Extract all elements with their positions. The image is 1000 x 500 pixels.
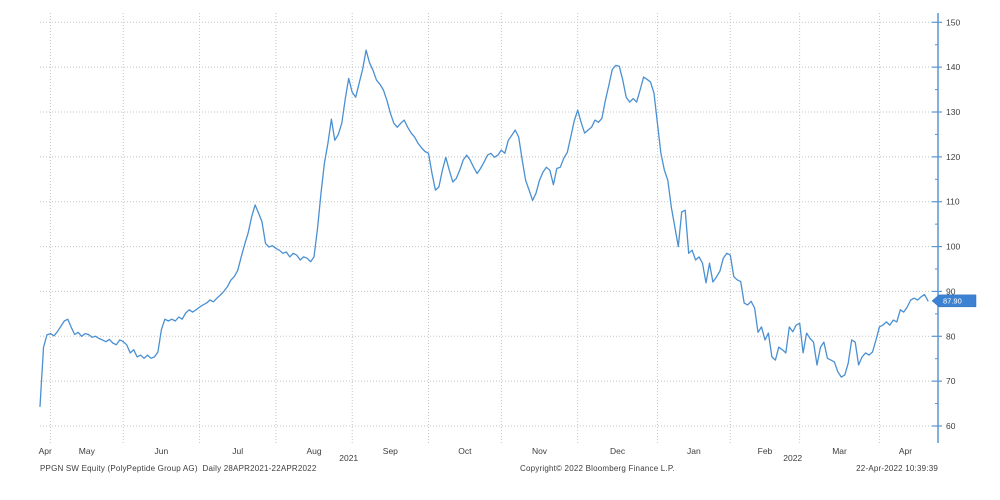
x-axis-month-label: Mar xyxy=(832,446,847,456)
last-price-value: 87.90 xyxy=(943,297,962,306)
x-axis-month-label: Apr xyxy=(39,446,52,456)
copyright-notice: Copyright© 2022 Bloomberg Finance L.P. xyxy=(520,464,675,473)
y-axis-tick-label: 110 xyxy=(946,197,960,207)
x-axis-month-label: Dec xyxy=(610,446,626,456)
x-axis-year-label: 2022 xyxy=(783,453,802,462)
y-axis-tick-label: 100 xyxy=(946,242,960,252)
y-axis-tick-label: 80 xyxy=(946,331,956,341)
x-axis-month-label: Aug xyxy=(306,446,321,456)
x-axis-month-label: Nov xyxy=(532,446,548,456)
y-axis-tick-label: 130 xyxy=(946,107,960,117)
x-axis-month-label: Jun xyxy=(155,446,169,456)
y-axis-tick-label: 120 xyxy=(946,152,960,162)
x-axis-month-label: Oct xyxy=(458,446,472,456)
price-chart-canvas: 150 140 130 120 110 100 90 80 70 60 Apr May Jun Jul Au… xyxy=(39,13,977,462)
y-axis-tick-label: 60 xyxy=(946,421,956,431)
chart-timestamp: 22-Apr-2022 10:39:39 xyxy=(856,464,938,473)
x-axis-year-label: 2021 xyxy=(339,453,358,462)
chart-security-description: PPGN SW Equity (PolyPeptide Group AG) Da… xyxy=(40,464,317,473)
y-axis-tick-label: 150 xyxy=(946,17,960,27)
last-price-badge xyxy=(931,294,977,308)
y-axis-tick-label: 140 xyxy=(946,62,960,72)
y-axis-tick-label: 90 xyxy=(946,286,956,296)
x-axis-month-label: Jul xyxy=(232,446,243,456)
price-line-series xyxy=(39,49,929,407)
x-axis-month-label: Apr xyxy=(899,446,912,456)
x-axis-month-label: Feb xyxy=(758,446,773,456)
y-axis-tick-label: 70 xyxy=(946,376,956,386)
x-axis-month-label: Jan xyxy=(687,446,701,456)
x-axis-month-label: May xyxy=(79,446,96,456)
x-axis-month-label: Sep xyxy=(383,446,398,456)
